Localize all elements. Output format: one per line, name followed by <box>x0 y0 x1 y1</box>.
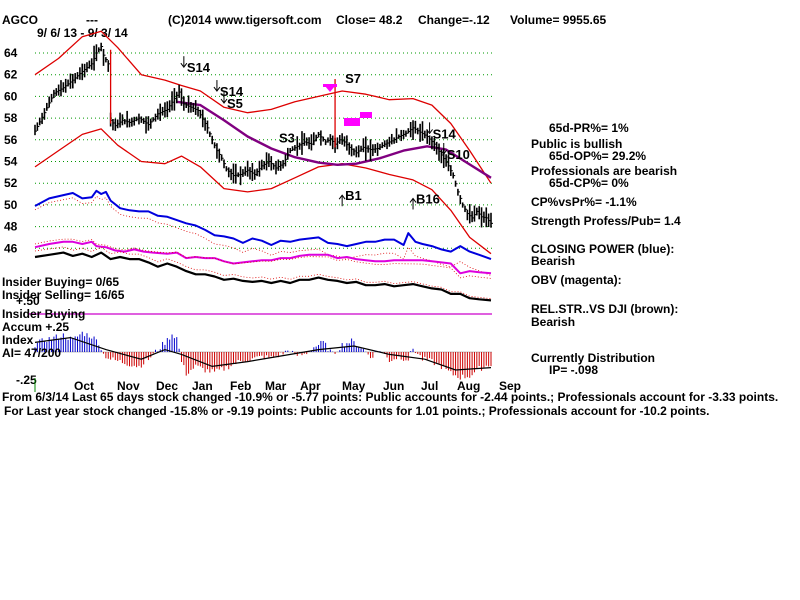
plus50-label: +.50 <box>16 294 40 308</box>
accum-label: Accum +.25 <box>2 320 69 334</box>
y-tick-56: 56 <box>4 133 18 147</box>
footer-line-1: From 6/3/14 Last 65 days stock changed -… <box>2 390 778 404</box>
y-tick-64: 64 <box>4 46 18 60</box>
minus25-label: -.25 <box>16 373 37 387</box>
x-tick-aug: Aug <box>457 379 480 393</box>
closing-power-line <box>34 189 492 276</box>
signal-s10-8: S10 <box>440 142 470 162</box>
insider-buying-label: Insider Buying= 0/65 <box>2 275 119 289</box>
signal-label: S7 <box>345 71 361 86</box>
y-tick-labels: 64 62 60 58 56 54 52 50 48 46 <box>4 46 18 255</box>
y-tick-46: 46 <box>4 241 18 255</box>
x-tick-nov: Nov <box>117 379 140 393</box>
y-tick-60: 60 <box>4 89 18 103</box>
accum-smooth-line <box>34 336 492 371</box>
signal-s7-4: S7 <box>345 71 361 86</box>
signal-s14-7: S14 <box>426 122 457 141</box>
x-tick-jan: Jan <box>192 379 213 393</box>
copyright-label: (C)2014 www.tigersoft.com <box>168 13 322 27</box>
signal-arrow-head <box>180 62 188 69</box>
y-tick-54: 54 <box>4 155 18 169</box>
grid-lines <box>35 52 492 249</box>
dashes-label: --- <box>86 13 98 27</box>
band-upper-line <box>34 30 492 184</box>
signal-b16-6: B16 <box>409 191 440 210</box>
x-tick-jul: Jul <box>421 379 438 393</box>
y-tick-52: 52 <box>4 176 18 190</box>
obv-line <box>34 240 492 275</box>
y-tick-62: 62 <box>4 68 18 82</box>
x-tick-dec: Dec <box>156 379 178 393</box>
distribution-label: Currently Distribution <box>531 351 655 365</box>
close-label: Close= 48.2 <box>336 13 403 27</box>
band-lower-line <box>34 128 492 255</box>
strength-label: Strength Profess/Pub= 1.4 <box>531 214 681 228</box>
signal-label: B16 <box>416 191 440 206</box>
y-tick-50: 50 <box>4 198 18 212</box>
signal-s5-2: S5 <box>220 91 243 111</box>
change-label: Change=-.12 <box>418 13 490 27</box>
y-tick-58: 58 <box>4 111 18 125</box>
signal-label: B1 <box>345 188 362 203</box>
x-tick-apr: Apr <box>300 379 321 393</box>
accumulation-histogram <box>34 331 492 380</box>
s7-marker <box>323 84 337 92</box>
x-tick-sep: Sep <box>499 379 521 393</box>
insider-buying-label-2: Insider Buying <box>2 307 85 321</box>
x-tick-labels: Oct Nov Dec Jan Feb Mar Apr May Jun Jul Aug Sep <box>74 379 521 393</box>
footer-line-2: For Last year stock changed -15.8% or -9… <box>4 404 710 418</box>
signal-label: S14 <box>220 84 244 99</box>
cp-label: 65d-CP%= 0% <box>549 176 629 190</box>
x-tick-oct: Oct <box>74 379 94 393</box>
price-bars <box>34 42 493 228</box>
signal-s14-0: S14 <box>180 56 211 75</box>
volume-label: Volume= 9955.65 <box>510 13 606 27</box>
signal-label: S10 <box>447 147 470 162</box>
signal-label: S14 <box>433 126 457 141</box>
insider-selling-label: Insider Selling= 16/65 <box>2 288 125 302</box>
x-tick-feb: Feb <box>230 379 251 393</box>
closing-power-line <box>34 189 492 261</box>
signal-arrow-head <box>213 86 221 92</box>
signal-arrow-head <box>338 194 346 200</box>
x-tick-may: May <box>342 379 366 393</box>
signal-arrow-head <box>426 129 433 135</box>
relstr-label: REL.STR..VS DJI (brown): <box>531 302 678 316</box>
signal-arrow-head <box>220 98 228 104</box>
closing-power-ma <box>34 195 492 276</box>
pr-label: 65d-PR%= 1% <box>549 121 629 135</box>
symbol-label: AGCO <box>2 13 38 27</box>
signal-label: S3 <box>279 131 295 146</box>
obv-line <box>34 238 492 279</box>
signal-label: S5 <box>227 96 243 111</box>
ip-label: IP= -.098 <box>549 363 598 377</box>
signal-s3-3: S3 <box>279 131 295 146</box>
relstr-line <box>34 251 492 302</box>
op-label: 65d-OP%= 29.2% <box>549 149 646 163</box>
closing-power-status: Bearish <box>531 254 575 268</box>
signal-arrow-head <box>440 149 448 155</box>
signal-s14-1: S14 <box>213 80 244 99</box>
signal-b1-5: B1 <box>338 188 362 207</box>
cpvspr-label: CP%vsPr%= -1.1% <box>531 195 637 209</box>
index-label: Index <box>2 333 34 347</box>
x-tick-jun: Jun <box>383 379 404 393</box>
date-range-label: 9/ 6/ 13 - 9/ 3/ 14 <box>37 26 128 40</box>
closing-power-label: CLOSING POWER (blue): <box>531 242 674 256</box>
bollinger-bands <box>34 30 492 255</box>
public-status-label: Public is bullish <box>531 137 622 151</box>
relstr-status: Bearish <box>531 315 575 329</box>
x-tick-mar: Mar <box>265 379 287 393</box>
obv-label: OBV (magenta): <box>531 273 622 287</box>
ai-label: AI= 47/200 <box>2 346 61 360</box>
signal-label: S14 <box>187 60 211 75</box>
relative-strength-line <box>34 246 492 302</box>
y-tick-48: 48 <box>4 220 18 234</box>
magenta-distribution-marker <box>344 112 372 126</box>
signal-arrow-head <box>409 197 417 203</box>
pro-status-label: Professionals are bearish <box>531 164 677 178</box>
relstr-ma <box>34 246 492 299</box>
